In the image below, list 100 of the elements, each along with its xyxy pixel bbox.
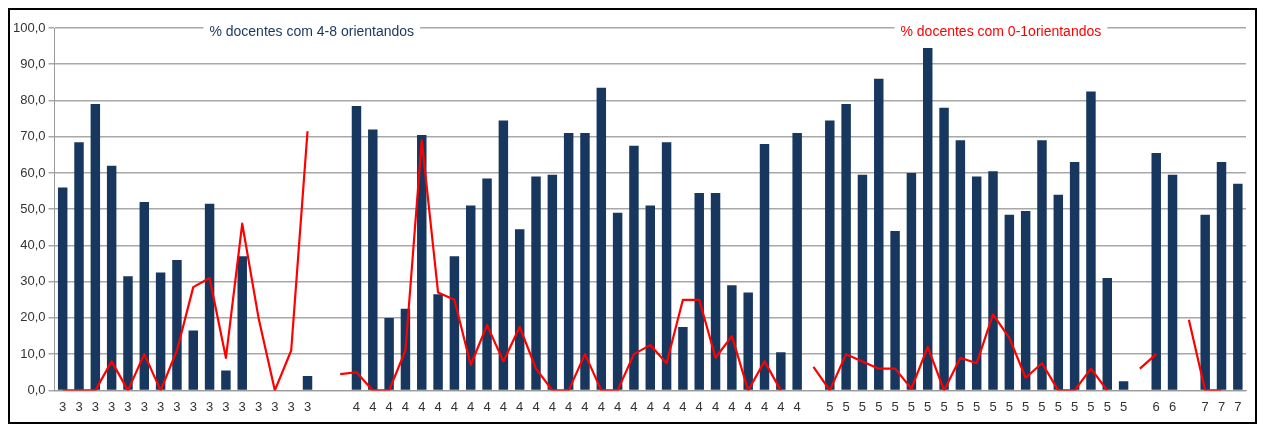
- bar: [971, 176, 982, 390]
- bar: [1151, 153, 1161, 390]
- x-tick-label: 4: [695, 398, 703, 414]
- bar: [1102, 278, 1112, 390]
- bar: [743, 292, 753, 390]
- bar: [188, 330, 198, 390]
- x-tick-label: 3: [91, 398, 99, 414]
- x-tick-label: 4: [483, 398, 491, 414]
- bar: [841, 104, 851, 390]
- x-tick-label: 5: [1022, 398, 1030, 414]
- x-tick-label: 6: [1152, 398, 1160, 414]
- x-tick-label: 3: [238, 398, 246, 414]
- bar: [629, 145, 639, 390]
- y-tick-label: 40,0: [20, 237, 46, 253]
- x-tick-label: 4: [532, 398, 540, 414]
- x-tick-label: 4: [467, 398, 475, 414]
- bar: [939, 107, 949, 390]
- x-tick-label: 5: [891, 398, 899, 414]
- y-tick-label: 0,0: [27, 381, 46, 397]
- bar: [106, 165, 117, 390]
- x-tick-label: 4: [369, 398, 377, 414]
- x-tick-label: 4: [401, 398, 410, 414]
- bar: [237, 256, 247, 390]
- bar: [449, 256, 460, 390]
- x-tick-label: 5: [1005, 398, 1013, 414]
- bar: [1233, 183, 1243, 390]
- x-tick-label: 4: [760, 398, 769, 414]
- bar: [172, 259, 182, 390]
- x-tick-label: 5: [956, 398, 964, 414]
- bar: [776, 352, 786, 390]
- bar: [514, 229, 525, 390]
- x-tick-label: 4: [744, 398, 752, 414]
- bar: [1216, 162, 1227, 390]
- bar: [645, 205, 655, 390]
- bar: [547, 174, 558, 390]
- x-tick-label: 5: [842, 398, 850, 414]
- bar: [466, 205, 476, 390]
- x-tick-label: 4: [777, 398, 785, 414]
- x-tick-label: 4: [418, 398, 426, 414]
- bar: [482, 178, 492, 390]
- x-tick-label: 4: [499, 398, 507, 414]
- x-tick-label: 4: [352, 398, 361, 414]
- bar: [563, 133, 574, 390]
- x-tick-label: 5: [1071, 398, 1079, 414]
- x-tick-label: 3: [254, 398, 263, 414]
- text: % docentes com 0-1orientandos: [900, 22, 1102, 39]
- bar: [694, 192, 704, 390]
- x-tick-label: 4: [662, 398, 671, 414]
- bar: [57, 187, 68, 390]
- text: % docentes com 4-8 orientandos: [209, 22, 415, 39]
- x-tick-label: 3: [173, 398, 181, 414]
- bar: [384, 317, 394, 390]
- bar: [759, 143, 770, 390]
- x-tick-label: 7: [1217, 398, 1226, 414]
- bar: [906, 172, 917, 390]
- bar: [955, 140, 966, 390]
- bar: [368, 129, 378, 390]
- bar: [874, 78, 884, 390]
- bar: [1037, 140, 1047, 390]
- x-tick-label: 4: [711, 398, 720, 414]
- x-tick-label: 3: [271, 398, 279, 414]
- bar: [580, 133, 590, 390]
- x-tick-label: 4: [614, 398, 622, 414]
- x-tick-label: 5: [907, 398, 916, 414]
- x-tick-label: 3: [108, 398, 116, 414]
- bar: [433, 294, 443, 390]
- bar: [710, 192, 721, 390]
- x-tick-label: 5: [1038, 398, 1046, 414]
- y-tick-label: 30,0: [20, 273, 46, 289]
- x-tick-label: 4: [565, 398, 573, 414]
- bar: [1069, 162, 1080, 390]
- bar: [155, 272, 166, 390]
- x-tick-label: 4: [793, 398, 801, 414]
- bar: [531, 176, 541, 390]
- x-tick-label: 5: [1054, 398, 1062, 414]
- bar: [1167, 174, 1178, 390]
- bar: [988, 171, 998, 390]
- bar: [1004, 214, 1015, 390]
- x-tick-label: 5: [924, 398, 932, 414]
- x-tick-label: 3: [222, 398, 230, 414]
- x-tick-label: 4: [679, 398, 687, 414]
- bar: [890, 230, 900, 390]
- x-tick-label: 3: [124, 398, 132, 414]
- bar: [123, 276, 133, 390]
- bar: [792, 133, 802, 390]
- bar: [1086, 91, 1096, 390]
- bar: [351, 105, 362, 390]
- x-tick-label: 7: [1234, 398, 1242, 414]
- bar: [727, 285, 737, 390]
- x-tick-label: 5: [858, 398, 867, 414]
- y-tick-label: 50,0: [20, 200, 46, 216]
- x-tick-label: 5: [940, 398, 948, 414]
- x-tick-label: 5: [1119, 398, 1128, 414]
- bar: [498, 120, 509, 390]
- bar: [678, 326, 688, 390]
- x-tick-label: 3: [59, 398, 67, 414]
- x-tick-label: 3: [157, 398, 165, 414]
- x-tick-label: 4: [630, 398, 638, 414]
- x-tick-label: 3: [205, 398, 214, 414]
- bar: [596, 87, 607, 390]
